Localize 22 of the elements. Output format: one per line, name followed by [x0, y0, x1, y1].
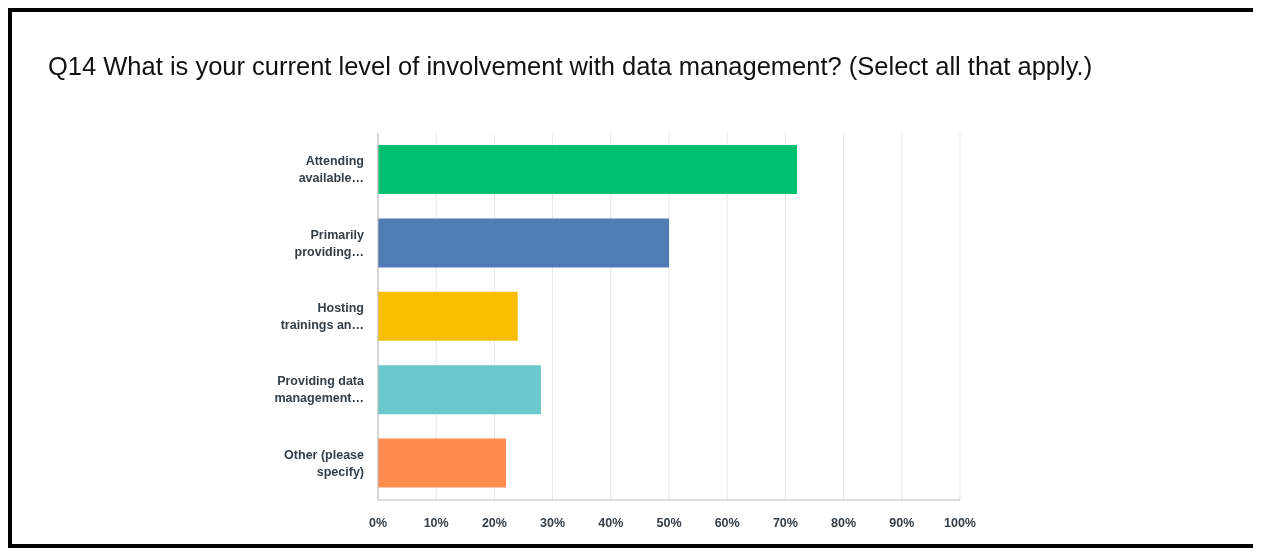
- x-tick-label: 40%: [598, 515, 624, 530]
- bar: [378, 291, 518, 341]
- x-tick-label: 80%: [831, 515, 857, 530]
- y-tick-label: Providing data management…: [274, 374, 366, 406]
- x-tick-label: 100%: [944, 515, 976, 530]
- x-tick-label: 60%: [714, 515, 740, 530]
- bar: [378, 218, 669, 268]
- y-tick-label: Other (please specify): [284, 447, 365, 479]
- x-tick-label: 90%: [889, 515, 915, 530]
- chart-title: Q14 What is your current level of involvement with data management? (Select all that apply.): [48, 52, 1093, 81]
- y-tick-label: Primarily providing…: [294, 227, 365, 259]
- x-tick-label: 30%: [540, 515, 566, 530]
- bar: [378, 365, 541, 415]
- x-tick-label: 20%: [481, 515, 507, 530]
- x-tick-label: 50%: [656, 515, 682, 530]
- bar: [378, 438, 507, 488]
- y-tick-label: Hosting trainings an…: [280, 301, 364, 332]
- x-tick-label: 0%: [368, 515, 388, 530]
- x-tick-label: 70%: [772, 515, 798, 530]
- bar: [378, 145, 798, 194]
- x-tick-label: 10%: [423, 515, 449, 530]
- y-tick-label: Attending available…: [298, 154, 364, 186]
